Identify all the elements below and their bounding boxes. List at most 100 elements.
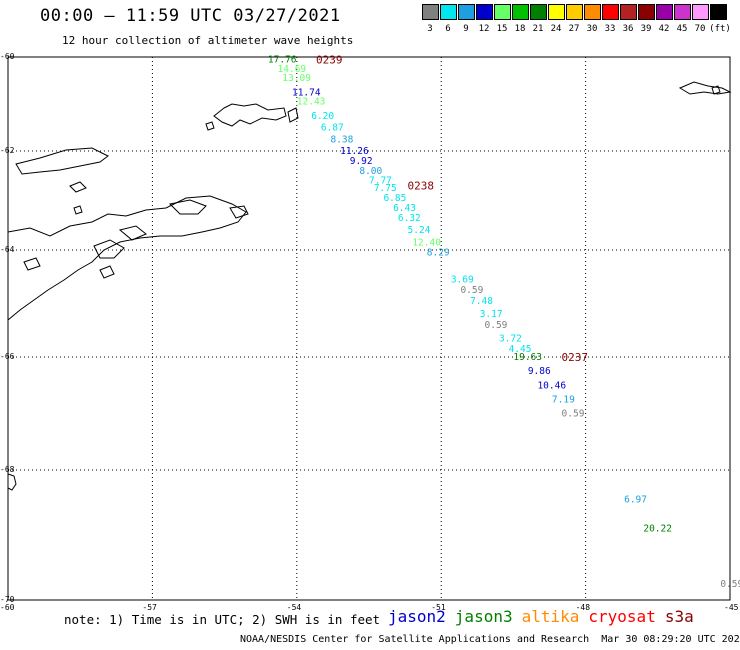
satellite-legend-item: jason3	[454, 607, 513, 626]
scale-swatch	[674, 4, 691, 20]
wave-height-value: 6.43	[393, 203, 416, 214]
wave-height-value: 0.59	[720, 579, 740, 590]
wave-height-value: 17.76	[268, 54, 297, 65]
latitude-label: -66	[0, 352, 15, 361]
latitude-label: -60	[0, 52, 15, 61]
longitude-label: -54	[286, 603, 302, 612]
coastline-antarctic-peninsula	[7, 195, 247, 321]
scale-label: 15	[496, 24, 508, 34]
wave-height-value: 3.69	[451, 274, 474, 285]
credit-text: NOAA/NESDIS Center for Satellite Applica…	[240, 634, 590, 645]
map-subtitle: 12 hour collection of altimeter wave hei…	[62, 34, 354, 47]
wave-height-value: 3.17	[480, 309, 503, 320]
footer-timestamp: Mar 30 08:29:20 UTC 2021	[601, 634, 740, 645]
wave-height-value: 7.75	[374, 183, 397, 194]
coastline-islet-e	[229, 205, 249, 219]
wave-height-value: 8.00	[359, 166, 382, 177]
scale-label: 42	[658, 24, 670, 34]
wave-height-value: 0.59	[460, 285, 483, 296]
coastline-south-shetland	[15, 147, 109, 175]
scale-swatch	[548, 4, 565, 20]
scale-swatch	[638, 4, 655, 20]
coastline-islet-d	[73, 205, 83, 215]
coastline-islet-c	[69, 181, 87, 193]
coastline-joinville	[168, 199, 207, 215]
wave-height-value: 0.59	[562, 409, 585, 420]
wave-height-value: 7.48	[470, 296, 493, 307]
pass-time-label: 0237	[562, 351, 589, 364]
wave-height-value: 10.46	[537, 380, 566, 391]
wave-height-value: 7.19	[552, 394, 575, 405]
latitude-label: -64	[0, 245, 15, 254]
scale-label: 24	[550, 24, 562, 34]
scale-swatch	[422, 4, 439, 20]
coastline-islet-b	[205, 121, 215, 131]
scale-swatch	[494, 4, 511, 20]
pass-time-label: 0238	[408, 180, 435, 193]
satellite-legend-item: altika	[521, 607, 580, 626]
wave-height-value: 0.59	[485, 320, 508, 331]
scale-label: 9	[463, 24, 469, 34]
units-note: note: 1) Time is in UTC; 2) SWH is in fe…	[64, 612, 381, 627]
scale-label: 21	[532, 24, 544, 34]
scale-label: 18	[514, 24, 526, 34]
wave-height-value: 6.97	[624, 494, 647, 505]
satellite-legend-item: cryosat	[588, 607, 656, 626]
coastline-ice-edge-west	[7, 473, 17, 491]
coastline-south-georgia-tip	[678, 81, 732, 95]
scale-label: 45	[676, 24, 688, 34]
scale-swatch	[458, 4, 475, 20]
graticule	[8, 57, 730, 600]
wave-height-value: 5.24	[408, 225, 431, 236]
scale-swatch	[656, 4, 673, 20]
scale-swatch	[512, 4, 529, 20]
wave-height-value: 13.09	[282, 73, 311, 84]
wave-height-value: 20.22	[643, 524, 672, 535]
coastline-islet-h	[711, 85, 721, 95]
scale-label: 39	[640, 24, 652, 34]
wave-height-value: 3.72	[499, 333, 522, 344]
coastline-islet-g	[99, 265, 115, 279]
scale-label: 27	[568, 24, 580, 34]
scale-label: 12	[478, 24, 490, 34]
scale-swatch	[692, 4, 709, 20]
wave-height-value: 11.26	[340, 146, 369, 157]
wave-height-value: 19.63	[513, 352, 542, 363]
wave-height-value: 6.20	[311, 111, 334, 122]
credit-footer: NOAA/NESDIS Center for Satellite Applica…	[240, 634, 740, 645]
wave-height-value: 6.85	[383, 193, 406, 204]
scale-label: 6	[445, 24, 451, 34]
satellite-legend: jason2 jason3 altika cryosat s3a	[388, 607, 703, 626]
wave-height-value: 9.86	[528, 366, 551, 377]
scale-swatch	[476, 4, 493, 20]
coastline-south-orkney	[213, 103, 287, 127]
longitude-label: -60	[0, 603, 15, 612]
wave-height-value: 14.69	[278, 64, 307, 75]
satellite-legend-item: s3a	[664, 607, 694, 626]
scale-swatch	[584, 4, 601, 20]
latitude-label: -68	[0, 465, 15, 474]
longitude-label: -45	[724, 603, 739, 612]
scale-swatch	[566, 4, 583, 20]
scale-swatch	[602, 4, 619, 20]
pass-time-label: 0239	[316, 53, 343, 66]
wave-height-value: 12.43	[297, 97, 326, 108]
scale-swatch	[530, 4, 547, 20]
wave-height-value: 8.38	[330, 134, 353, 145]
wave-height-value: 12.40	[412, 238, 441, 249]
wave-height-value: 8.29	[427, 248, 450, 259]
longitude-label: -57	[142, 603, 157, 612]
scale-swatch	[620, 4, 637, 20]
wave-height-value: 7.77	[369, 176, 392, 187]
scale-label: 33	[604, 24, 616, 34]
coastlines	[7, 81, 732, 491]
longitude-label: -51	[431, 603, 446, 612]
scale-label: 30	[586, 24, 598, 34]
scale-label: 36	[622, 24, 634, 34]
scale-label: 70	[694, 24, 706, 34]
latitude-label: -62	[0, 146, 15, 155]
scale-label: 3	[427, 24, 433, 34]
